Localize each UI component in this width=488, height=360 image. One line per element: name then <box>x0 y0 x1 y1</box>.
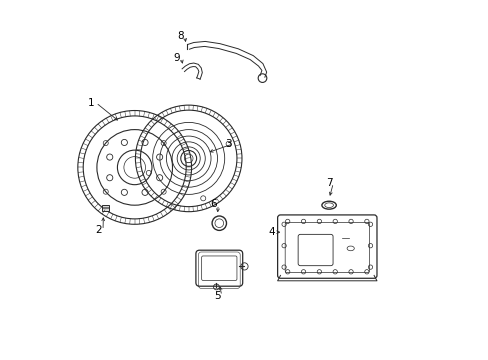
Text: 3: 3 <box>224 139 231 149</box>
Text: 2: 2 <box>95 225 102 235</box>
Text: 4: 4 <box>267 227 274 237</box>
Text: 7: 7 <box>325 178 332 188</box>
FancyBboxPatch shape <box>102 205 109 211</box>
Text: 5: 5 <box>214 291 221 301</box>
Text: 1: 1 <box>88 98 95 108</box>
Text: 6: 6 <box>210 199 217 210</box>
Text: 9: 9 <box>173 53 180 63</box>
Text: 8: 8 <box>177 31 183 41</box>
